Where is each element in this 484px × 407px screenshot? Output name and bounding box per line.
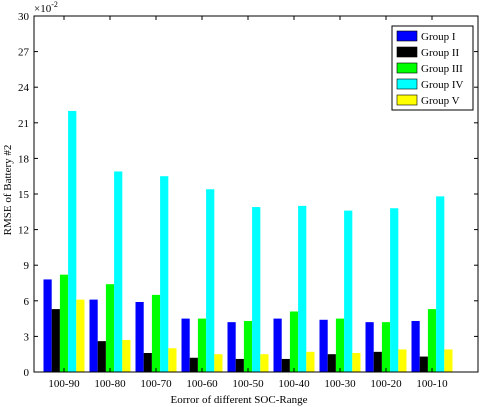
bars-group bbox=[43, 110, 453, 373]
bar-5-100-50 bbox=[260, 354, 269, 372]
x-tick-label: 100-30 bbox=[324, 378, 356, 390]
bar-1-100-40 bbox=[273, 318, 282, 372]
bar-1-100-90 bbox=[43, 279, 52, 372]
bar-2-100-40 bbox=[281, 358, 290, 372]
bar-2-100-30 bbox=[327, 354, 336, 372]
bar-5-100-80 bbox=[122, 339, 131, 372]
bar-4-100-30 bbox=[344, 210, 353, 372]
legend-swatch-2 bbox=[396, 46, 418, 58]
y-tick-label: 18 bbox=[18, 153, 30, 165]
bar-5-100-20 bbox=[398, 349, 407, 372]
y-tick-label: 15 bbox=[18, 189, 30, 201]
legend-label-1: Group I bbox=[421, 31, 456, 43]
bar-2-100-20 bbox=[373, 351, 382, 372]
bar-1-100-10 bbox=[411, 320, 420, 372]
bar-4-100-40 bbox=[298, 205, 307, 372]
y-tick-label: 3 bbox=[24, 331, 30, 343]
bar-4-100-50 bbox=[252, 207, 261, 372]
y-tick-label: 30 bbox=[18, 11, 30, 23]
bar-4-100-80 bbox=[114, 171, 123, 372]
bar-2-100-90 bbox=[51, 309, 60, 372]
x-tick-label: 100-50 bbox=[232, 378, 264, 390]
y-tick-label: 27 bbox=[18, 47, 30, 59]
bar-4-100-10 bbox=[436, 196, 445, 372]
x-tick-label: 100-60 bbox=[186, 378, 218, 390]
legend: Group I Group II Group III Group IV Group V bbox=[391, 25, 474, 111]
bar-1-100-70 bbox=[135, 301, 144, 372]
x-tick-label: 100-90 bbox=[48, 378, 80, 390]
bar-5-100-40 bbox=[306, 351, 315, 372]
bar-1-100-60 bbox=[181, 318, 190, 372]
bar-4-100-20 bbox=[390, 208, 399, 372]
bar-3-100-70 bbox=[151, 294, 161, 372]
bar-5-100-90 bbox=[76, 299, 85, 372]
x-axis-label: Eorror of different SOC-Range bbox=[171, 394, 308, 406]
bar-4-100-60 bbox=[206, 189, 215, 372]
bar-1-100-20 bbox=[365, 322, 374, 372]
bar-4-100-70 bbox=[160, 176, 169, 372]
bar-5-100-10 bbox=[444, 349, 453, 372]
bar-3-100-40 bbox=[289, 311, 299, 372]
bar-2-100-70 bbox=[143, 353, 152, 372]
y-tick-label: 6 bbox=[24, 296, 30, 308]
bar-5-100-70 bbox=[168, 348, 177, 372]
bar-3-100-90 bbox=[59, 274, 69, 372]
bar-5-100-60 bbox=[214, 354, 223, 372]
bar-5-100-30 bbox=[352, 353, 361, 372]
bar-3-100-60 bbox=[197, 318, 207, 372]
legend-label-4: Group IV bbox=[421, 79, 464, 91]
bar-3-100-10 bbox=[427, 309, 437, 372]
legend-swatch-4 bbox=[396, 78, 418, 90]
y-tick-label: 21 bbox=[18, 118, 29, 130]
bar-2-100-10 bbox=[419, 356, 428, 372]
x-tick-label: 100-20 bbox=[370, 378, 402, 390]
bar-2-100-60 bbox=[189, 357, 198, 372]
x-tick-label: 100-40 bbox=[278, 378, 310, 390]
y-axis-exponent: ×10-2 bbox=[34, 0, 58, 15]
y-tick-label: 12 bbox=[18, 225, 29, 237]
y-tick-label: 24 bbox=[18, 82, 30, 94]
x-tick-label: 100-80 bbox=[94, 378, 126, 390]
legend-label-5: Group V bbox=[421, 95, 460, 107]
legend-label-3: Group III bbox=[421, 63, 463, 75]
bar-1-100-80 bbox=[89, 299, 98, 372]
bar-4-100-90 bbox=[68, 110, 77, 373]
axes-group: 100-90 100-80 100-70 100-60 100-50 100-40 100-… bbox=[18, 11, 479, 390]
y-axis-label: RMSE of Battery #2 bbox=[2, 145, 14, 236]
legend-swatch-3 bbox=[396, 62, 418, 74]
bar-3-100-30 bbox=[335, 318, 345, 372]
bar-2-100-50 bbox=[235, 358, 244, 372]
legend-swatch-5 bbox=[396, 94, 418, 106]
bar-3-100-20 bbox=[381, 322, 391, 372]
bar-2-100-80 bbox=[97, 341, 106, 372]
bar-1-100-50 bbox=[227, 322, 236, 372]
bar-3-100-80 bbox=[105, 284, 115, 372]
bar-1-100-30 bbox=[319, 319, 328, 372]
axes-frame bbox=[33, 15, 479, 373]
x-tick-label: 100-70 bbox=[140, 378, 172, 390]
y-tick-label: 9 bbox=[24, 260, 30, 272]
legend-label-2: Group II bbox=[421, 47, 460, 59]
bar-3-100-50 bbox=[243, 320, 253, 372]
legend-swatch-1 bbox=[396, 30, 418, 42]
x-tick-label: 100-10 bbox=[416, 378, 448, 390]
y-tick-label: 0 bbox=[24, 367, 30, 379]
